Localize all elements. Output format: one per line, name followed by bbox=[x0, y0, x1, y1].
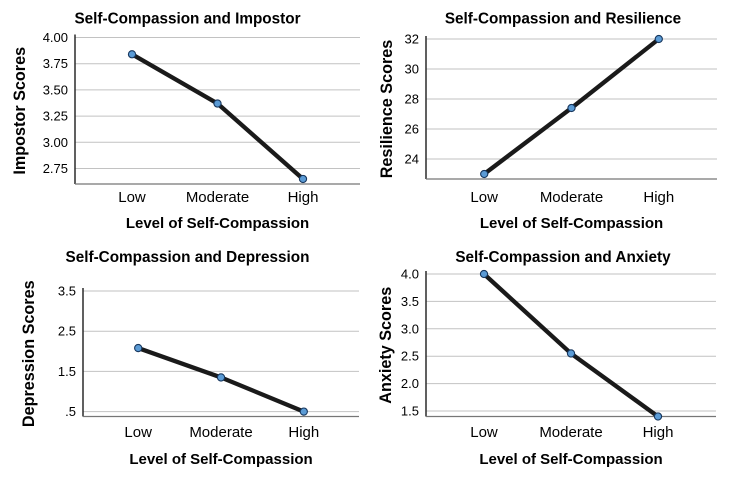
svg-text:3.75: 3.75 bbox=[43, 56, 68, 71]
svg-text:2.0: 2.0 bbox=[401, 376, 419, 391]
svg-text:3.5: 3.5 bbox=[401, 294, 419, 309]
svg-text:Low: Low bbox=[118, 189, 146, 206]
svg-text:1.5: 1.5 bbox=[58, 364, 76, 379]
svg-text:32: 32 bbox=[405, 32, 419, 47]
svg-text:High: High bbox=[643, 424, 674, 441]
svg-text:Moderate: Moderate bbox=[539, 424, 602, 441]
svg-text:Low: Low bbox=[470, 189, 498, 206]
svg-text:30: 30 bbox=[405, 62, 419, 77]
svg-text:Level of Self-Compassion: Level of Self-Compassion bbox=[129, 451, 312, 468]
svg-text:High: High bbox=[643, 189, 674, 206]
svg-text:High: High bbox=[288, 424, 319, 441]
svg-text:Resilience Scores: Resilience Scores bbox=[378, 40, 396, 179]
svg-text:3.25: 3.25 bbox=[43, 109, 68, 124]
svg-text:28: 28 bbox=[405, 92, 419, 107]
svg-text:3.0: 3.0 bbox=[401, 321, 419, 336]
svg-text:Self-Compassion and Anxiety: Self-Compassion and Anxiety bbox=[455, 249, 671, 266]
svg-text:1.5: 1.5 bbox=[401, 404, 419, 419]
svg-text:Low: Low bbox=[470, 424, 498, 441]
svg-text:Anxiety Scores: Anxiety Scores bbox=[377, 287, 395, 404]
svg-text:Depression Scores: Depression Scores bbox=[20, 280, 38, 427]
svg-text:.5: .5 bbox=[65, 404, 76, 419]
svg-text:Self-Compassion and Impostor: Self-Compassion and Impostor bbox=[74, 11, 300, 28]
svg-text:High: High bbox=[288, 189, 319, 206]
svg-text:Moderate: Moderate bbox=[189, 424, 252, 441]
svg-text:Level of Self-Compassion: Level of Self-Compassion bbox=[479, 451, 662, 468]
svg-text:Moderate: Moderate bbox=[540, 189, 603, 206]
svg-text:Level of Self-Compassion: Level of Self-Compassion bbox=[126, 215, 309, 232]
svg-text:2.5: 2.5 bbox=[58, 324, 76, 339]
svg-text:2.75: 2.75 bbox=[43, 161, 68, 176]
svg-text:Level of Self-Compassion: Level of Self-Compassion bbox=[480, 215, 663, 232]
svg-text:Self-Compassion and Depression: Self-Compassion and Depression bbox=[66, 249, 310, 266]
svg-text:3.00: 3.00 bbox=[43, 135, 68, 150]
svg-text:4.00: 4.00 bbox=[43, 30, 68, 45]
svg-text:Self-Compassion and Resilience: Self-Compassion and Resilience bbox=[445, 11, 681, 28]
svg-text:26: 26 bbox=[405, 122, 419, 137]
svg-text:3.5: 3.5 bbox=[58, 284, 76, 299]
svg-text:Low: Low bbox=[124, 424, 152, 441]
svg-text:Impostor Scores: Impostor Scores bbox=[11, 47, 29, 175]
svg-text:3.50: 3.50 bbox=[43, 82, 68, 97]
svg-text:4.0: 4.0 bbox=[401, 267, 419, 282]
svg-text:24: 24 bbox=[405, 152, 419, 167]
svg-text:Moderate: Moderate bbox=[186, 189, 249, 206]
svg-text:2.5: 2.5 bbox=[401, 349, 419, 364]
